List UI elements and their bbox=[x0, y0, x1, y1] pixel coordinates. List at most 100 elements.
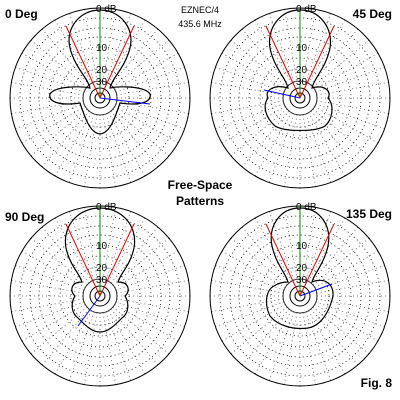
ring-label: 0 dB bbox=[296, 202, 317, 213]
pattern bbox=[49, 9, 151, 135]
pattern bbox=[265, 207, 334, 330]
spoke bbox=[30, 39, 88, 88]
spoke bbox=[305, 311, 332, 381]
ring-label: 20 bbox=[296, 65, 308, 76]
spoke bbox=[241, 308, 290, 366]
ring bbox=[29, 225, 171, 367]
spoke bbox=[21, 304, 86, 342]
spoke bbox=[41, 110, 90, 168]
red-line bbox=[65, 25, 101, 99]
ring bbox=[229, 27, 371, 169]
spoke bbox=[21, 52, 86, 90]
spoke bbox=[116, 100, 189, 115]
spoke bbox=[308, 19, 346, 84]
spoke bbox=[30, 108, 88, 157]
spoke bbox=[316, 298, 389, 313]
spoke bbox=[114, 52, 179, 90]
red-line bbox=[299, 25, 335, 99]
ring-label: 0 dB bbox=[296, 4, 317, 15]
spoke bbox=[115, 66, 185, 93]
ring bbox=[248, 244, 352, 348]
spoke bbox=[115, 103, 185, 130]
spoke bbox=[312, 39, 370, 88]
spoke bbox=[116, 298, 189, 313]
spoke bbox=[83, 9, 98, 82]
plot-label: 45 Deg bbox=[353, 7, 392, 21]
ring bbox=[229, 225, 371, 367]
spoke bbox=[221, 304, 286, 342]
spoke bbox=[312, 237, 370, 286]
spoke bbox=[241, 110, 290, 168]
blue-line bbox=[99, 97, 151, 105]
spoke bbox=[108, 112, 146, 177]
spoke bbox=[221, 52, 286, 90]
ring-label: 10 bbox=[96, 241, 108, 252]
spoke bbox=[112, 237, 170, 286]
spoke bbox=[268, 13, 295, 83]
ring bbox=[238, 36, 362, 160]
spoke bbox=[68, 311, 95, 381]
ring-label: 30 bbox=[296, 275, 308, 286]
spoke bbox=[283, 312, 298, 385]
spoke bbox=[30, 237, 88, 286]
spoke bbox=[283, 9, 298, 82]
ring-label: 10 bbox=[296, 241, 308, 252]
spoke bbox=[211, 298, 284, 313]
spoke bbox=[314, 304, 379, 342]
spoke bbox=[108, 19, 146, 84]
spoke bbox=[41, 308, 90, 366]
blue-line bbox=[263, 89, 301, 99]
spoke bbox=[315, 103, 385, 130]
frequency-label: 435.6 MHz bbox=[178, 19, 222, 29]
spoke bbox=[68, 113, 95, 183]
spoke bbox=[83, 207, 98, 280]
spoke bbox=[308, 310, 346, 375]
blue-line bbox=[77, 295, 101, 327]
spoke bbox=[110, 308, 159, 366]
center-title: Patterns bbox=[176, 194, 224, 208]
spoke bbox=[114, 250, 179, 288]
spoke bbox=[108, 310, 146, 375]
spoke bbox=[283, 114, 298, 187]
spoke bbox=[68, 211, 95, 281]
spoke bbox=[21, 250, 86, 288]
spoke bbox=[215, 264, 285, 291]
spoke bbox=[315, 301, 385, 328]
ring-label: 30 bbox=[296, 77, 308, 88]
spoke bbox=[30, 306, 88, 355]
ring-label: 20 bbox=[96, 263, 108, 274]
spoke bbox=[230, 306, 288, 355]
red-line bbox=[99, 25, 135, 99]
spoke bbox=[108, 217, 146, 282]
spoke bbox=[316, 100, 389, 115]
spoke bbox=[54, 19, 92, 84]
spoke bbox=[211, 100, 284, 115]
spoke bbox=[221, 250, 286, 288]
spoke bbox=[114, 106, 179, 144]
ring bbox=[238, 234, 362, 358]
red-line bbox=[299, 223, 335, 297]
spoke bbox=[112, 39, 170, 88]
program-label: EZNEC/4 bbox=[181, 5, 219, 15]
spoke bbox=[102, 207, 117, 280]
spoke bbox=[268, 211, 295, 281]
ring bbox=[38, 36, 162, 160]
spoke bbox=[105, 211, 132, 281]
red-line bbox=[265, 223, 301, 297]
spoke bbox=[83, 114, 98, 187]
figure-label: Fig. 8 bbox=[361, 376, 393, 390]
blue-line bbox=[299, 283, 333, 297]
ring-label: 30 bbox=[96, 275, 108, 286]
center-title: Free-Space bbox=[168, 178, 233, 192]
spoke bbox=[308, 112, 346, 177]
pattern bbox=[64, 207, 136, 333]
ring bbox=[48, 46, 152, 150]
spoke bbox=[11, 100, 84, 115]
plot-label: 90 Deg bbox=[5, 210, 44, 224]
ring bbox=[29, 27, 171, 169]
